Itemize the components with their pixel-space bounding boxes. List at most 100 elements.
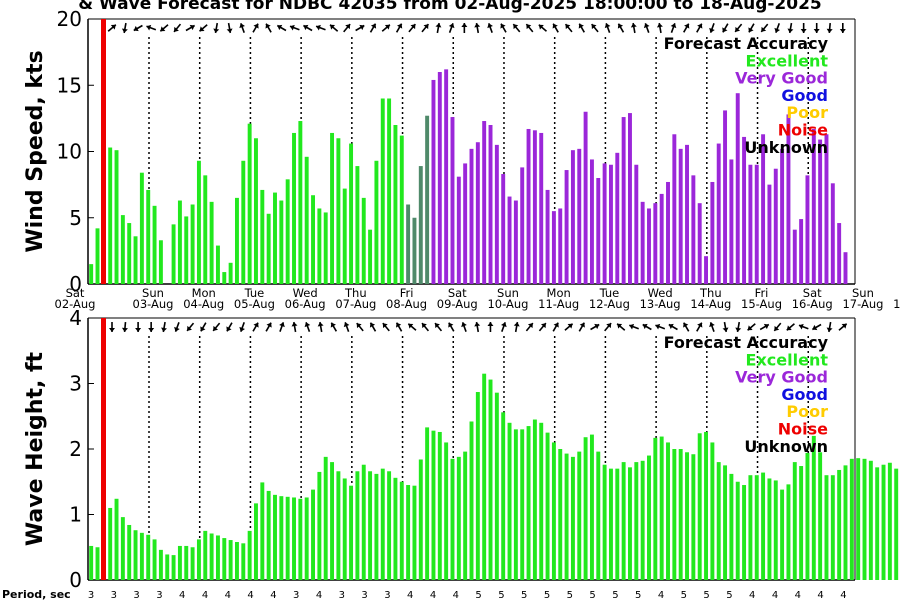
wind-direction-arrow <box>696 23 703 33</box>
wave-height-bar <box>247 530 252 580</box>
wind-direction-arrow <box>330 322 338 332</box>
wave-height-bar <box>678 449 683 580</box>
wind-speed-bar <box>811 128 816 284</box>
wind-speed-bar <box>177 200 182 284</box>
wind-direction-arrow <box>435 22 442 34</box>
wind-speed-bar <box>330 132 335 284</box>
wave-height-bar <box>482 373 487 580</box>
wind-direction-arrow <box>148 322 155 332</box>
y-tick-label: 2 <box>69 437 82 461</box>
wave-height-bar <box>513 429 518 580</box>
wind-speed-bar <box>171 224 176 284</box>
wind-speed-bar <box>729 159 734 284</box>
wind-direction-arrow <box>121 22 128 34</box>
day-name-label: Thu <box>344 286 367 300</box>
wind-direction-arrow <box>747 323 756 331</box>
wind-direction-arrow <box>591 23 599 33</box>
wind-direction-arrow <box>604 23 611 33</box>
wave-height-bar <box>355 471 360 580</box>
wind-direction-arrow <box>474 22 481 34</box>
period-value: 4 <box>225 590 231 600</box>
wave-height-bar <box>501 412 506 580</box>
wave-height-bar <box>780 489 785 580</box>
wind-speed-bar <box>158 240 163 284</box>
wave-height-bar <box>317 471 322 580</box>
day-name-label: Sun <box>142 286 164 300</box>
wave-height-bar <box>640 460 645 580</box>
wind-speed-bar <box>685 144 689 284</box>
wind-direction-arrow <box>448 322 455 332</box>
wave-height-bar <box>431 430 436 580</box>
wind-speed-bar <box>241 160 246 284</box>
wind-direction-arrow <box>500 23 507 33</box>
wind-direction-arrow <box>135 322 142 332</box>
wind-direction-arrow <box>630 22 637 34</box>
wind-speed-bar <box>577 148 582 284</box>
wind-direction-arrow <box>161 321 167 333</box>
wind-speed-bar <box>120 215 125 284</box>
wave-height-bar <box>837 469 842 580</box>
wind-direction-arrow <box>826 321 833 333</box>
period-value: 4 <box>453 590 459 600</box>
wave-height-bar <box>215 535 220 580</box>
wave-height-bar <box>849 458 854 580</box>
wind-direction-arrow <box>513 321 520 333</box>
wave-height-bar <box>685 452 689 580</box>
wave-height-bar <box>342 478 347 580</box>
date-label: 02-Aug <box>55 297 96 311</box>
wave-height-bar <box>285 496 290 580</box>
wind-direction-arrow <box>317 321 324 333</box>
wind-speed-bar <box>190 204 195 284</box>
wave-height-bar <box>672 449 677 580</box>
wave-height-bar <box>234 542 239 580</box>
wave-height-bar <box>767 478 772 580</box>
wave-height-bar <box>127 524 132 580</box>
period-value: 3 <box>384 590 390 600</box>
wind-direction-arrow <box>395 322 403 332</box>
wind-speed-bar <box>615 152 620 284</box>
period-value: 5 <box>681 590 687 600</box>
wind-speed-bar <box>659 193 664 284</box>
wave-height-bar <box>330 462 335 580</box>
wind-speed-bar <box>444 69 449 284</box>
wave-height-bar <box>520 429 525 580</box>
y-tick-label: 15 <box>57 73 82 97</box>
y-tick-label: 1 <box>69 503 82 527</box>
wind-speed-bar <box>254 138 258 284</box>
wave-height-bar <box>260 482 265 580</box>
wave-height-bar <box>152 539 157 580</box>
wave-height-bar <box>304 497 309 580</box>
wind-speed-bar <box>742 136 747 284</box>
wind-speed-bar <box>285 179 290 284</box>
wave-height-bar <box>818 452 823 580</box>
wave-height-bar <box>368 471 373 580</box>
wind-speed-bar <box>570 150 575 284</box>
date-label: 03-Aug <box>133 297 174 311</box>
wind-direction-arrow <box>356 322 364 332</box>
wave-height-bar <box>735 481 740 580</box>
date-label: 13-Aug <box>640 297 681 311</box>
wave-height-bar <box>811 435 816 580</box>
wind-speed-bar <box>507 196 512 284</box>
wind-speed-bar <box>304 156 309 284</box>
wind-speed-bar <box>380 98 385 284</box>
date-label: 12-Aug <box>589 297 630 311</box>
wind-direction-arrow <box>434 322 443 332</box>
wind-direction-arrow <box>734 23 743 33</box>
wind-direction-arrow <box>759 323 770 331</box>
wind-speed-bar <box>95 228 100 284</box>
wind-speed-bar <box>196 160 201 284</box>
day-name-label: Fri <box>755 286 769 300</box>
wind-direction-arrow <box>656 22 663 34</box>
legend-item-poor: Poor <box>786 402 828 421</box>
wind-speed-bar <box>494 144 499 284</box>
day-name-label: Sat <box>803 286 822 300</box>
date-label: 08-Aug <box>386 297 427 311</box>
wind-direction-arrow <box>146 24 157 31</box>
wind-speed-bar <box>697 203 702 284</box>
period-value: 5 <box>567 590 573 600</box>
wave-height-bar <box>691 454 696 580</box>
wave-height-bar <box>228 540 233 580</box>
wind-direction-arrow <box>303 24 313 32</box>
period-value: 5 <box>612 590 618 600</box>
